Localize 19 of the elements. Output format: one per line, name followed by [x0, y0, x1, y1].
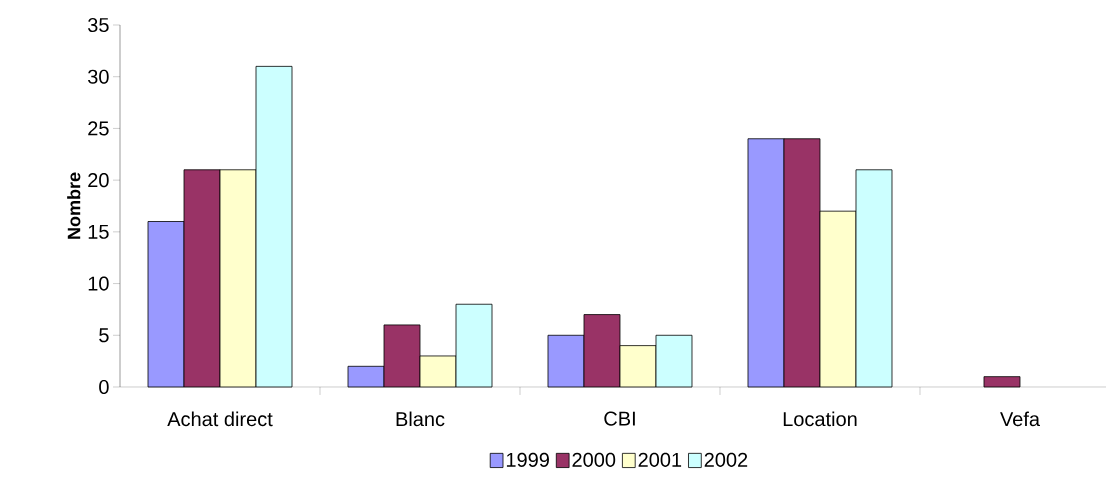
y-tick-label: 10: [88, 276, 109, 291]
x-tick-label: Location: [783, 411, 857, 427]
x-tick-label: CBI: [604, 411, 635, 426]
y-tick-label: 30: [88, 69, 109, 84]
legend-label: 2001: [638, 452, 682, 467]
y-tick-label: 25: [88, 121, 109, 136]
y-tick-label: 5: [99, 328, 109, 343]
y-tick-label: 15: [88, 224, 109, 239]
x-tick-label: Blanc: [396, 411, 445, 427]
y-tick-label: 35: [88, 17, 109, 33]
legend-label: 1999: [506, 452, 549, 467]
x-tick-label: Vefa: [1000, 411, 1040, 427]
bar: [983, 376, 1021, 388]
x-tick-label: Achat direct: [167, 411, 273, 427]
y-axis-title: Nombre: [67, 172, 81, 239]
y-tick-label: 0: [99, 379, 109, 395]
legend-label: 2002: [704, 452, 748, 467]
legend-label: 2000: [572, 452, 616, 467]
y-tick-label: 20: [88, 173, 109, 188]
